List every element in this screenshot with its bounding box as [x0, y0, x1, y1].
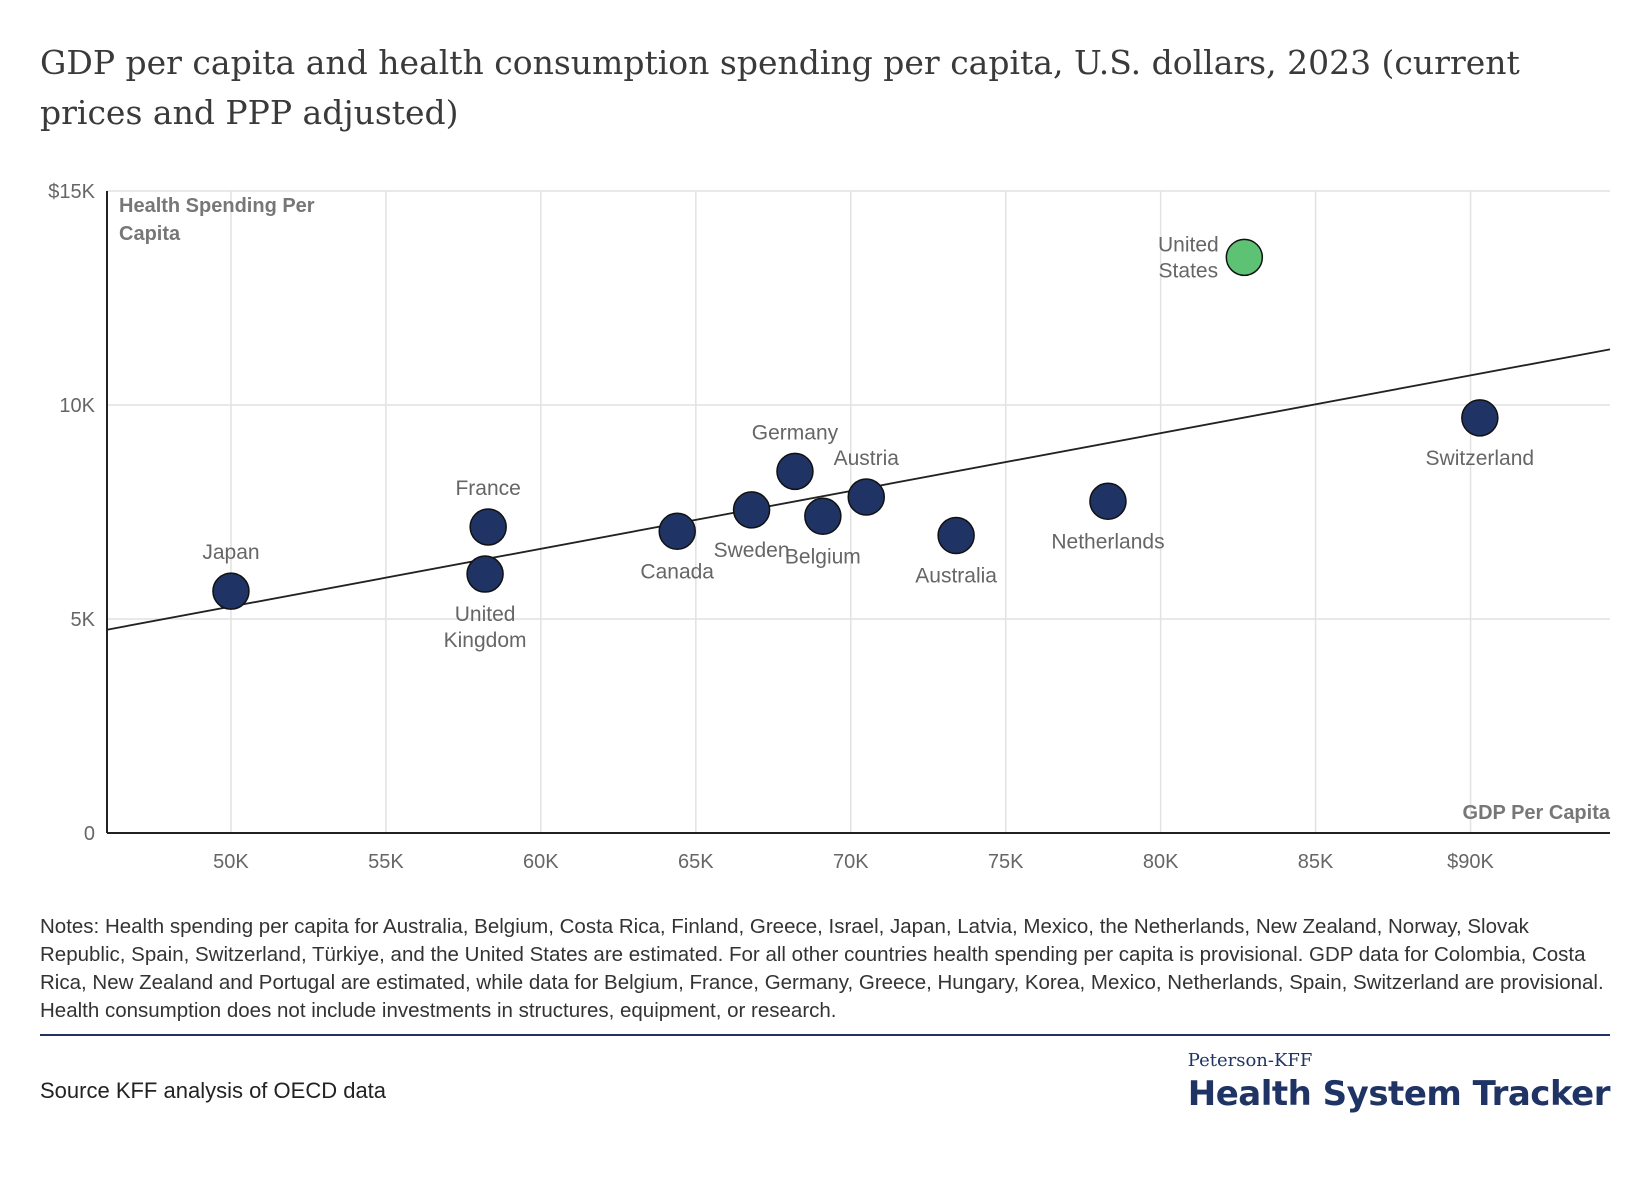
data-point	[1225, 238, 1264, 277]
brand-logo: Peterson-KFF Health System Tracker	[1187, 1050, 1611, 1116]
gridlines	[107, 190, 1610, 833]
chart-title: GDP per capita and health consumption sp…	[40, 43, 1520, 132]
point-label: Sweden	[714, 539, 790, 562]
data-point	[937, 516, 975, 555]
data-point	[732, 491, 771, 529]
point-label: Austria	[834, 447, 900, 470]
data-point	[1461, 399, 1499, 437]
data-point	[466, 555, 504, 593]
data-point	[847, 478, 885, 516]
y-axis-title: Capita	[119, 223, 181, 245]
point-label: Netherlands	[1051, 530, 1164, 553]
point-label: France	[455, 477, 520, 500]
point-label: States	[1159, 259, 1219, 282]
footer-divider	[40, 1034, 1610, 1036]
point-label: Switzerland	[1426, 447, 1535, 470]
x-tick-label: 50K	[213, 851, 249, 873]
y-tick-label: 5K	[71, 609, 96, 631]
data-point	[658, 512, 696, 551]
x-tick-label: 70K	[833, 851, 869, 873]
x-tick-label: 75K	[988, 851, 1024, 873]
data-point	[1089, 482, 1127, 521]
point-label: United	[1158, 233, 1219, 256]
point-label: Australia	[915, 565, 997, 588]
x-tick-label: $90K	[1447, 851, 1494, 873]
x-axis-title: GDP Per Capita	[1463, 802, 1611, 824]
brand-name: Health System Tracker	[1187, 1074, 1611, 1114]
point-label: Belgium	[785, 545, 861, 568]
x-tick-label: 65K	[678, 851, 714, 873]
point-label: Japan	[202, 541, 259, 564]
point-label: Canada	[640, 560, 714, 583]
x-tick-label: 85K	[1298, 851, 1334, 873]
data-point	[469, 508, 507, 546]
data-point	[212, 572, 250, 610]
axes: 0 5K 10K $15K 50K 55K 60K 65K 70K 75K 80K 85K $90K He…	[48, 181, 1611, 873]
source-text: Source KFF analysis of OECD data	[40, 1078, 387, 1103]
data-point	[804, 497, 842, 536]
point-label: United	[455, 603, 516, 626]
x-tick-label: 80K	[1143, 851, 1179, 873]
y-tick-label: 10K	[59, 395, 95, 417]
data-points	[212, 238, 1499, 610]
chart-notes: Notes: Health spending per capita for Au…	[40, 915, 1604, 1022]
y-tick-label: 0	[84, 823, 95, 845]
point-label: Kingdom	[444, 629, 527, 652]
x-tick-label: 60K	[523, 851, 559, 873]
y-axis-title: Health Spending Per	[119, 195, 315, 217]
y-tick-label: $15K	[48, 181, 95, 203]
data-point	[776, 452, 814, 491]
scatter-chart: 0 5K 10K $15K 50K 55K 60K 65K 70K 75K 80K 85K $90K He…	[48, 181, 1611, 873]
brand-subtitle: Peterson-KFF	[1187, 1050, 1313, 1071]
point-label: Germany	[752, 421, 839, 444]
x-tick-label: 55K	[368, 851, 404, 873]
